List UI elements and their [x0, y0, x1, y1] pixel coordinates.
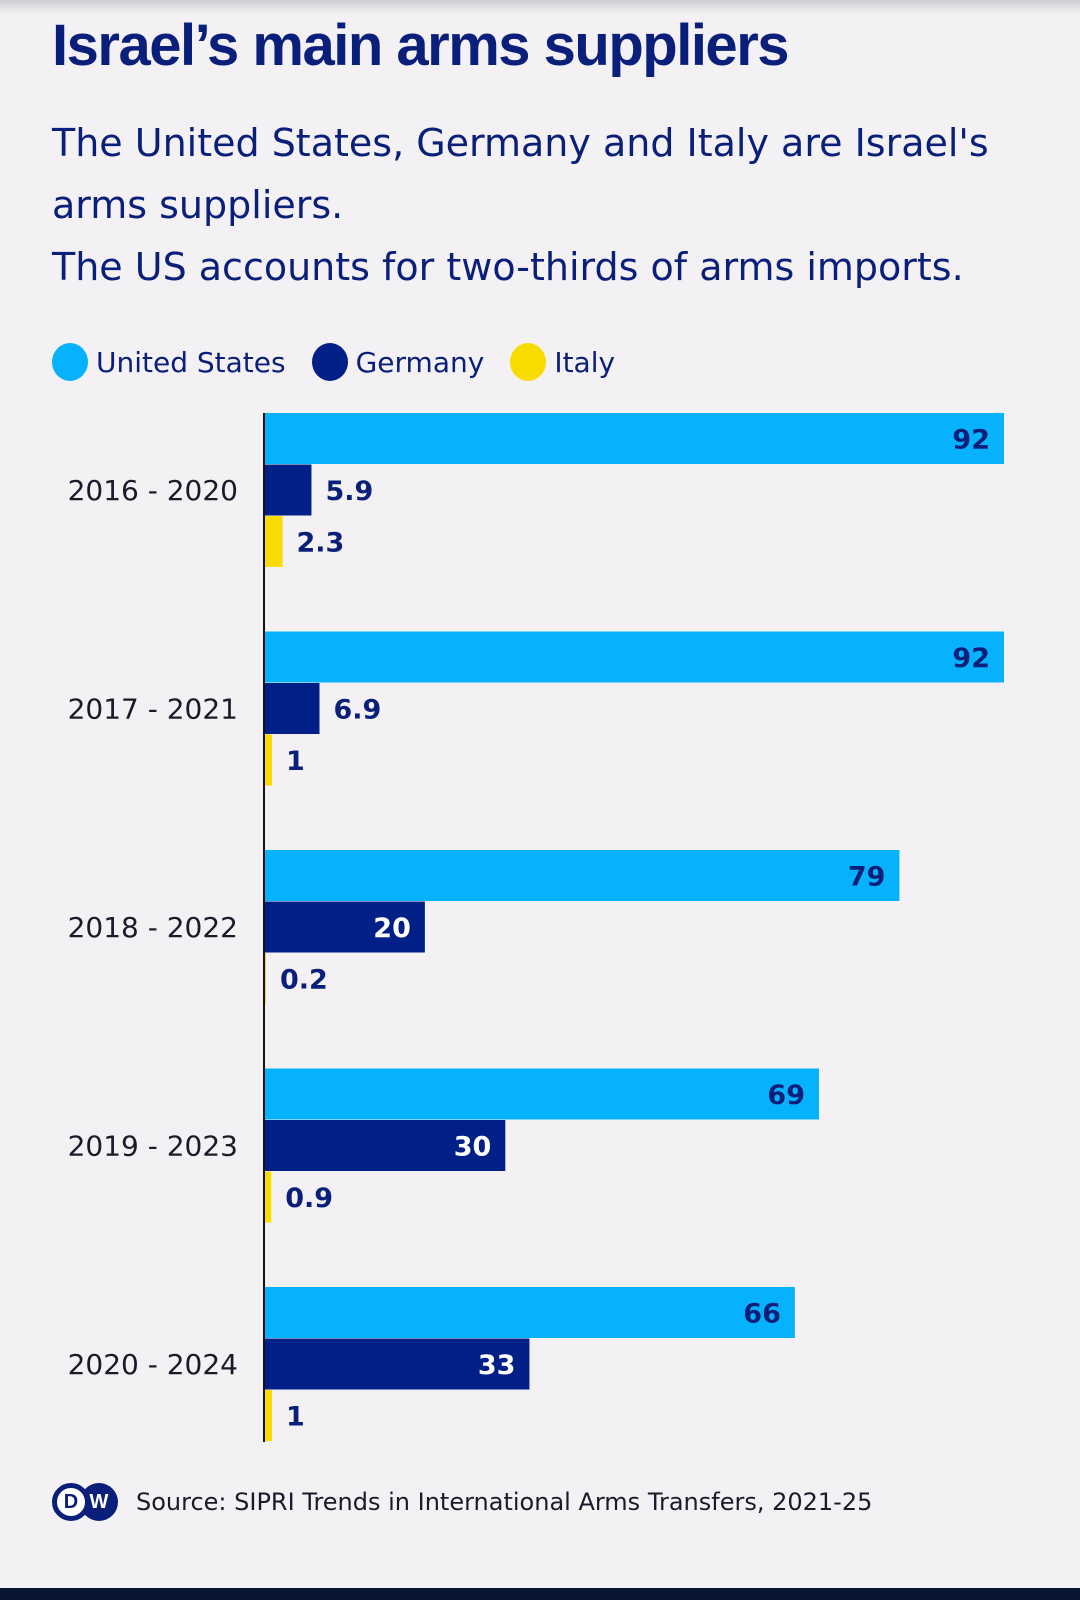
chart-subtitle: The United States, Germany and Italy are…	[52, 112, 1032, 298]
data-label: 6.9	[334, 695, 382, 726]
category-label: 2020 - 2024	[68, 1348, 238, 1381]
data-label: 66	[743, 1299, 781, 1330]
category-label: 2019 - 2023	[68, 1130, 238, 1163]
dw-logo-icon: D W	[52, 1483, 118, 1521]
data-label: 20	[373, 913, 411, 944]
top-shade	[0, 0, 1080, 14]
bar-germany	[264, 901, 425, 953]
bar-germany	[264, 1120, 506, 1171]
dw-logo-w: W	[80, 1483, 118, 1521]
dw-logo-d: D	[52, 1483, 90, 1521]
bottom-bar	[0, 1588, 1080, 1600]
bar-group: 2017 - 2021 92 6.9 1	[68, 631, 1004, 786]
data-label: 79	[848, 862, 886, 893]
bar-united-states	[264, 1068, 819, 1120]
bar-group: 2018 - 2022 79 20 0.2	[68, 850, 900, 1004]
data-label: 1	[286, 746, 305, 777]
chart-title: Israel’s main arms suppliers	[52, 13, 790, 78]
data-label: 2.3	[297, 528, 345, 559]
footer: D W Source: SIPRI Trends in Internationa…	[52, 1480, 872, 1524]
data-label: 0.9	[285, 1183, 333, 1214]
data-label: 92	[952, 643, 990, 674]
data-label: 1	[286, 1402, 305, 1433]
legend-label: United States	[96, 345, 286, 379]
bar-italy	[264, 734, 273, 786]
bar-united-states	[264, 413, 1004, 464]
subtitle-line-1: The United States, Germany and Italy are…	[52, 121, 989, 227]
data-label: 69	[767, 1080, 805, 1111]
bar-group: 2016 - 2020 92 5.9 2.3	[68, 413, 1004, 567]
legend-swatch-germany	[311, 343, 348, 381]
bar-italy	[264, 1390, 273, 1441]
legend-item-united-states: United States	[52, 343, 286, 381]
legend: United States Germany Italy	[52, 340, 641, 384]
bar-group: 2019 - 2023 69 30 0.9	[68, 1068, 819, 1223]
bar-germany	[264, 464, 312, 516]
bar-germany	[264, 1338, 530, 1390]
data-label: 30	[454, 1132, 492, 1163]
bar-italy	[264, 1171, 272, 1223]
legend-label: Germany	[355, 345, 485, 379]
legend-item-germany: Germany	[311, 343, 485, 381]
bar-united-states	[264, 631, 1004, 683]
category-label: 2017 - 2021	[68, 693, 238, 726]
data-label: 33	[478, 1350, 516, 1381]
bar-united-states	[264, 850, 900, 901]
bar-united-states	[264, 1287, 795, 1338]
data-label: 92	[952, 425, 990, 456]
legend-swatch-italy	[510, 343, 547, 381]
bar-group: 2020 - 2024 66 33 1	[68, 1287, 795, 1441]
legend-label: Italy	[554, 345, 616, 379]
category-label: 2018 - 2022	[68, 911, 238, 944]
bar-italy	[264, 516, 283, 567]
legend-item-italy: Italy	[510, 343, 615, 381]
source-note: Source: SIPRI Trends in International Ar…	[136, 1488, 873, 1516]
category-label: 2016 - 2020	[68, 474, 238, 507]
data-label: 0.2	[280, 965, 328, 996]
legend-swatch-united-states	[52, 343, 88, 381]
bar-germany	[264, 683, 320, 734]
subtitle-line-2: The US accounts for two-thirds of arms i…	[52, 245, 964, 289]
data-label: 5.9	[325, 476, 373, 507]
